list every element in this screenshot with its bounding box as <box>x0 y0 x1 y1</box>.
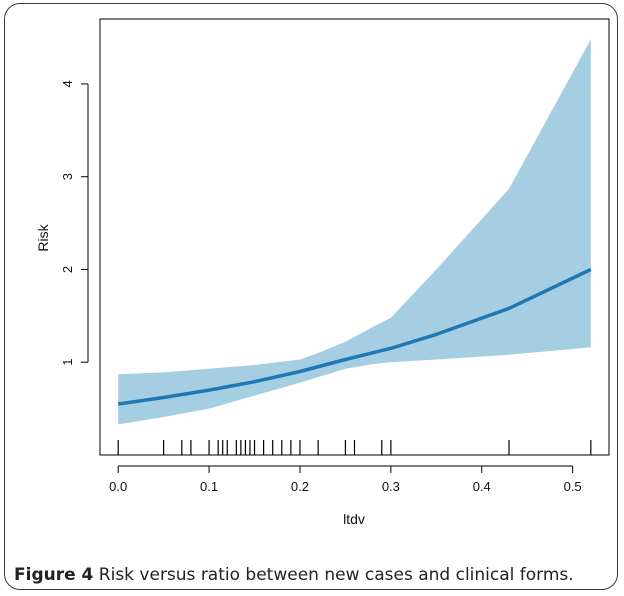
y-axis-title: Risk <box>35 223 51 251</box>
y-tick-label: 3 <box>60 173 75 180</box>
x-tick-label: 0.5 <box>564 479 582 494</box>
x-tick-label: 0.4 <box>473 479 491 494</box>
confidence-band <box>118 39 591 425</box>
x-tick-label: 0.1 <box>200 479 218 494</box>
plot-layer <box>117 39 592 455</box>
x-tick-label: 0.3 <box>382 479 400 494</box>
y-tick-label: 1 <box>60 359 75 366</box>
y-tick-label: 4 <box>60 80 75 87</box>
x-axis-title: ltdv <box>343 511 365 527</box>
axis-layer: 0.0 0.1 0.2 0.3 0.4 0.5 1 2 3 4 <box>60 80 582 494</box>
figure-caption: Figure 4 Risk versus ratio between new c… <box>14 565 574 585</box>
caption-label: Figure 4 <box>14 565 94 585</box>
x-tick-label: 0.0 <box>109 479 127 494</box>
risk-line <box>117 267 592 406</box>
caption-text: Risk versus ratio between new cases and … <box>93 565 574 585</box>
y-tick-label: 2 <box>60 266 75 273</box>
x-tick-label: 0.2 <box>291 479 309 494</box>
